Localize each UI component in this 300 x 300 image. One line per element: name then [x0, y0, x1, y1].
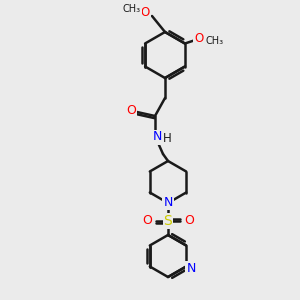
Text: O: O — [126, 104, 136, 118]
Text: N: N — [152, 130, 162, 143]
Text: O: O — [194, 32, 203, 45]
Text: N: N — [163, 196, 173, 208]
Text: N: N — [187, 262, 196, 275]
Text: O: O — [140, 7, 150, 20]
Text: O: O — [142, 214, 152, 227]
Text: O: O — [184, 214, 194, 227]
Text: H: H — [163, 133, 171, 146]
Text: S: S — [164, 214, 172, 228]
Text: CH₃: CH₃ — [123, 4, 141, 14]
Text: CH₃: CH₃ — [206, 37, 224, 46]
